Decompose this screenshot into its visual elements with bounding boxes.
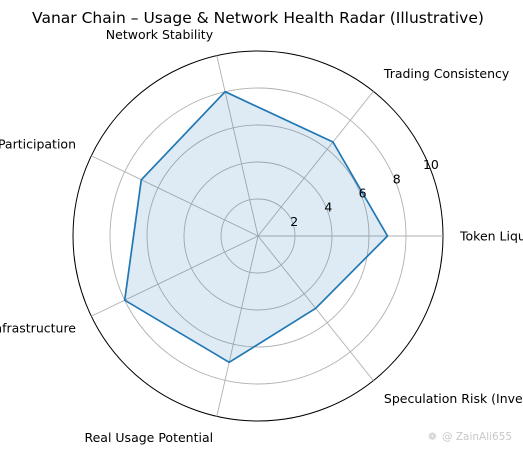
watermark: ❁ @ ZainAli655 (428, 431, 512, 443)
radar-spoke (91, 155, 259, 237)
radial-tick-label: 6 (359, 186, 367, 201)
axis-label: Speculation Risk (Inverse) (384, 391, 523, 406)
radial-tick-label: 4 (324, 200, 332, 215)
watermark-text: @ ZainAli655 (442, 431, 512, 443)
radial-tick-label: 10 (423, 157, 439, 172)
axis-label: Real Usage Potential (84, 430, 213, 445)
radar-series (123, 90, 389, 364)
watermark-icon: ❁ (428, 431, 437, 443)
radar-radial-ticks: 2 4 6 8 10 (290, 157, 439, 229)
radar-series-line (123, 90, 389, 364)
radial-tick-label: 2 (290, 214, 298, 229)
axis-label: AI Infrastructure (0, 321, 76, 336)
chart-title: Vanar Chain – Usage & Network Health Rad… (32, 9, 484, 27)
radar-spoke (216, 55, 259, 237)
axis-label: Node Participation (0, 136, 76, 151)
axis-label: Network Stability (106, 27, 214, 42)
radar-spoke (257, 91, 374, 237)
radar-spoke (216, 235, 259, 417)
radial-tick-label: 8 (393, 171, 401, 186)
radar-spoke (91, 235, 259, 317)
axis-label: Token Liquidity (459, 229, 523, 244)
radar-grid (72, 50, 444, 422)
axis-label: Trading Consistency (383, 66, 510, 81)
radar-axis-labels: Token Liquidity Trading Consistency Networ… (0, 27, 523, 445)
radar-series-fill (124, 91, 388, 363)
